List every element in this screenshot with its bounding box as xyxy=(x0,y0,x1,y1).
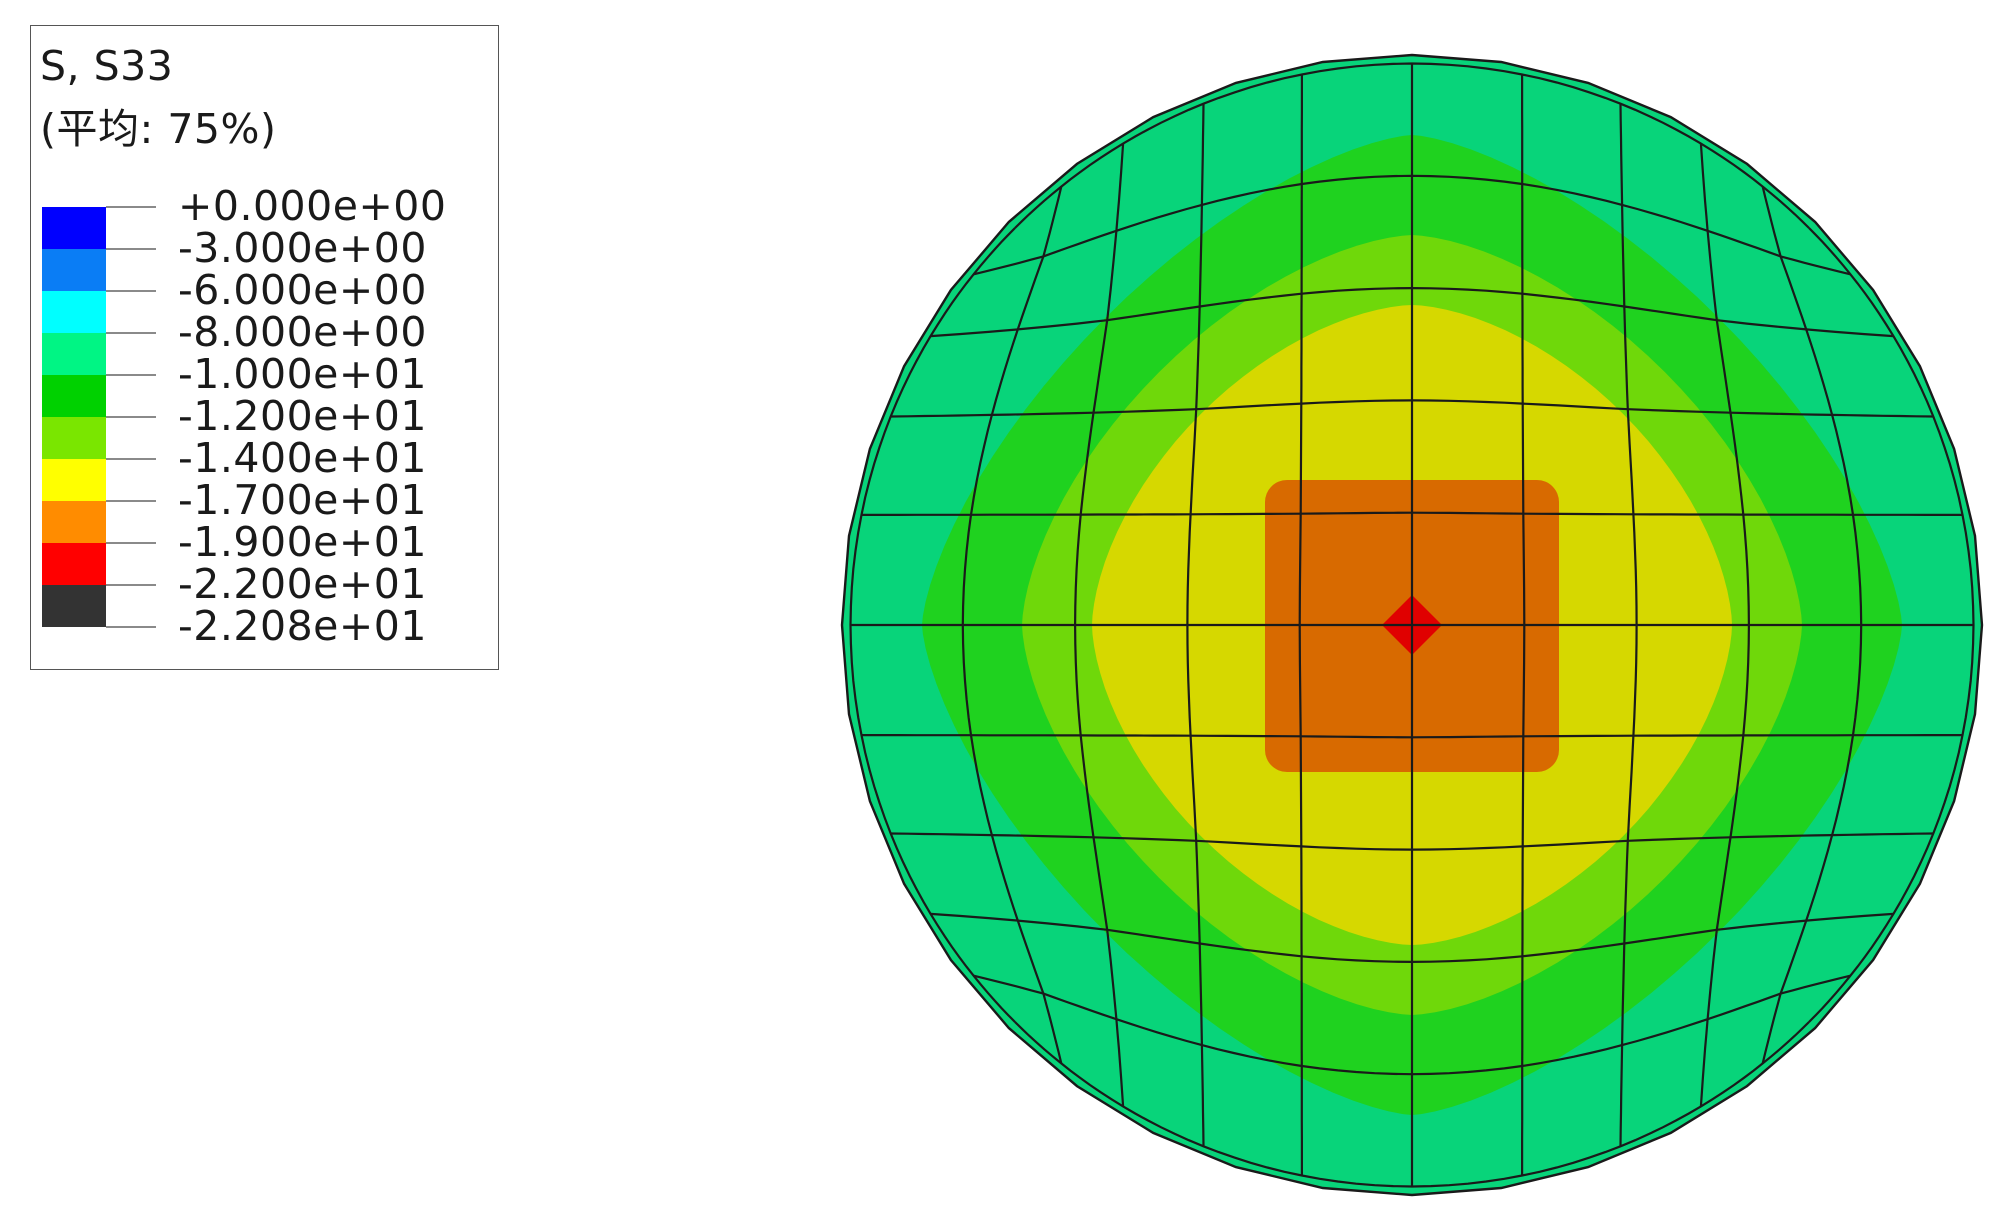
legend-tick xyxy=(106,458,156,460)
legend-swatch xyxy=(42,207,106,249)
legend-tick xyxy=(106,500,156,502)
legend-tick xyxy=(106,248,156,250)
legend-level-label: -1.400e+01 xyxy=(178,434,427,482)
legend-swatch xyxy=(42,291,106,333)
mesh-line xyxy=(1761,186,1863,1064)
legend-box xyxy=(30,25,499,670)
legend-level-label: -1.000e+01 xyxy=(178,350,427,398)
disk-outline xyxy=(840,53,1984,1197)
legend-tick xyxy=(106,374,156,376)
legend-swatch xyxy=(42,249,106,291)
legend-level-label: -1.900e+01 xyxy=(178,518,427,566)
mesh-line xyxy=(973,974,1851,1076)
legend-tick xyxy=(106,626,156,628)
legend-tick xyxy=(106,542,156,544)
mesh-lines xyxy=(849,62,1975,1188)
legend-tick xyxy=(106,206,156,208)
legend-swatch xyxy=(42,501,106,543)
legend-title: S, S33 xyxy=(40,42,174,90)
legend-level-label: -8.000e+00 xyxy=(178,308,427,356)
legend-swatch xyxy=(42,417,106,459)
legend-level-label: -2.200e+01 xyxy=(178,560,427,608)
legend-tick xyxy=(106,290,156,292)
legend-level-label: -1.700e+01 xyxy=(178,476,427,524)
mesh-line xyxy=(1520,74,1526,1176)
legend-level-label: -2.208e+01 xyxy=(178,602,427,650)
legend-swatch xyxy=(42,459,106,501)
mesh-line xyxy=(1014,1021,1810,1188)
mesh-line xyxy=(1619,103,1638,1147)
legend-color-bar xyxy=(42,207,106,627)
legend-level-label: +0.000e+00 xyxy=(178,182,447,230)
mesh-line xyxy=(930,912,1894,964)
mesh-line xyxy=(1699,143,1751,1107)
mesh-line xyxy=(890,832,1934,851)
legend-level-label: -1.200e+01 xyxy=(178,392,427,440)
legend-swatch xyxy=(42,333,106,375)
legend-swatch xyxy=(42,585,106,627)
legend-level-label: -3.000e+00 xyxy=(178,224,427,272)
mesh-line xyxy=(861,733,1963,739)
legend-swatch xyxy=(42,543,106,585)
legend-subtitle: (平均: 75%) xyxy=(40,105,277,153)
legend-tick xyxy=(106,584,156,586)
legend-swatch xyxy=(42,375,106,417)
legend-level-label: -6.000e+00 xyxy=(178,266,427,314)
legend-tick xyxy=(106,416,156,418)
legend-tick xyxy=(106,332,156,334)
mesh-line xyxy=(1808,227,1975,1023)
